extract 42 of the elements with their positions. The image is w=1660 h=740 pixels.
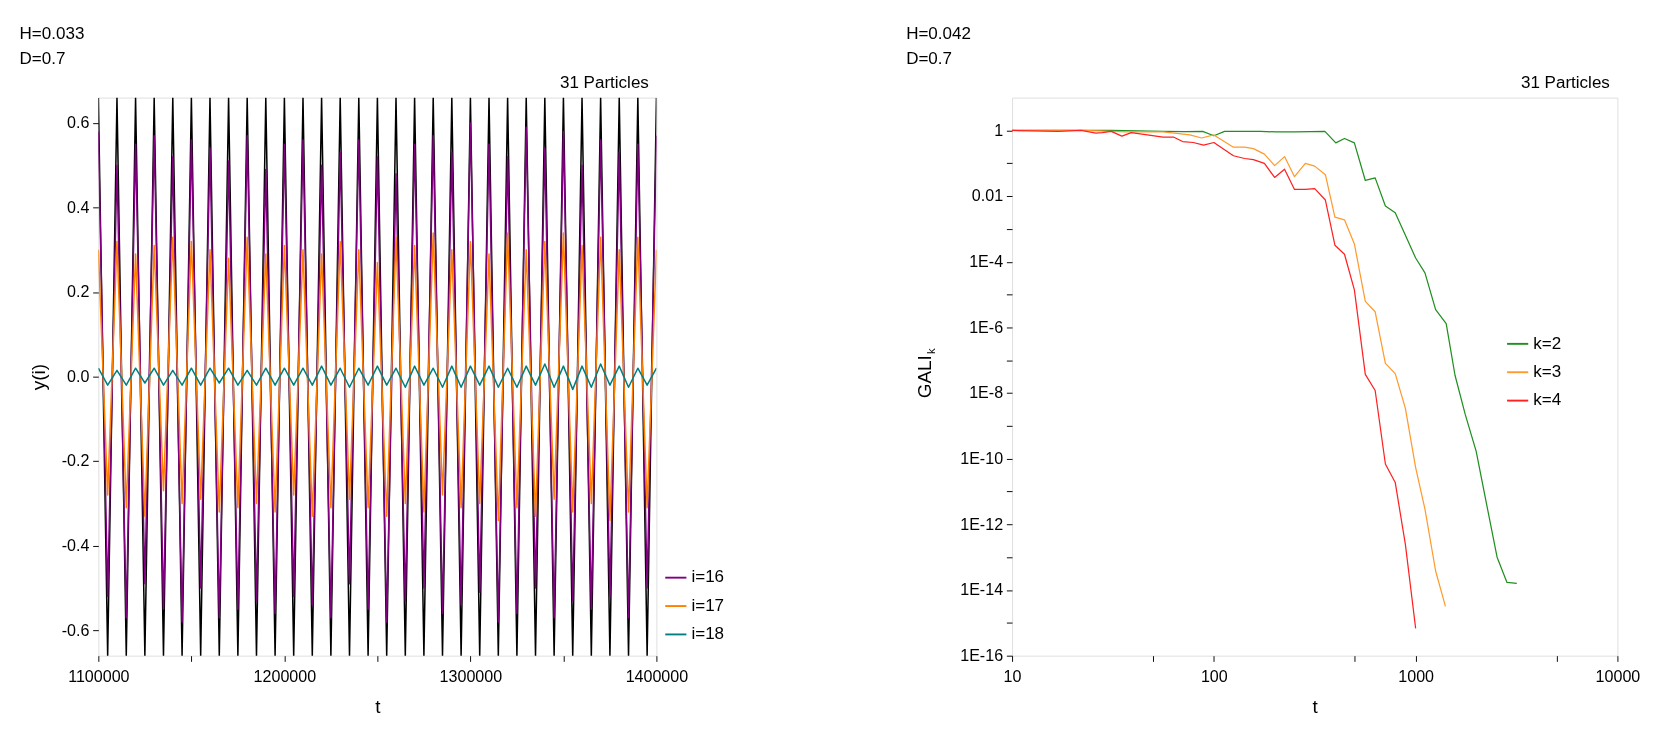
- y-tick-label: 1E-4: [969, 251, 1004, 270]
- line-series: [98, 232, 657, 522]
- y-tick-label: -0.2: [61, 451, 90, 470]
- x-tick-label: 10: [1003, 666, 1022, 685]
- x-tick-label: 1200000: [253, 666, 317, 685]
- y-tick-label: 1E-8: [969, 383, 1004, 402]
- y-tick-label: 0.0: [67, 366, 90, 385]
- x-tick-label: 10000: [1595, 666, 1641, 685]
- x-tick-label: 1300000: [439, 666, 503, 685]
- legend-label: i=16: [691, 567, 725, 587]
- line-series: [98, 363, 657, 391]
- y-tick-label: 1E-6: [969, 317, 1004, 336]
- x-axis-title: t: [1312, 695, 1319, 717]
- y-tick-label: -0.6: [61, 620, 90, 639]
- y-tick-label: -0.4: [61, 535, 90, 554]
- y-tick-label: 0.01: [971, 186, 1004, 205]
- chart-title: H=0.042: [906, 24, 971, 43]
- legend-label: k=3: [1533, 361, 1562, 381]
- y-axis-title: GALIk: [913, 347, 937, 399]
- x-tick-label: 1400000: [625, 666, 689, 685]
- chart-title: H=0.033: [19, 24, 85, 43]
- chart-subtitle: D=0.7: [19, 48, 66, 68]
- y-tick-label: 0.6: [67, 113, 90, 132]
- y-axis-title: y(i): [27, 364, 49, 391]
- y-tick-label: 0.4: [67, 197, 90, 216]
- legend-label: i=17: [691, 595, 725, 615]
- y-tick-label: 1E-12: [960, 514, 1004, 533]
- legend-label: k=2: [1533, 333, 1562, 353]
- legend-label: k=4: [1533, 390, 1562, 410]
- y-tick-label: 1E-14: [960, 580, 1004, 599]
- y-tick-label: 1E-16: [960, 645, 1004, 664]
- y-tick-label: 1E-10: [960, 448, 1004, 467]
- y-tick-label: 0.2: [67, 282, 90, 301]
- x-tick-label: 1000: [1398, 666, 1435, 685]
- y-tick-label: 1: [994, 120, 1004, 139]
- chart-subtitle: D=0.7: [906, 48, 953, 68]
- x-tick-label: 100: [1200, 666, 1228, 685]
- x-tick-label: 1100000: [68, 666, 130, 685]
- text: 31 Particles: [1520, 73, 1610, 93]
- legend-label: i=18: [691, 624, 725, 644]
- x-axis-title: t: [375, 695, 382, 717]
- text: 31 Particles: [559, 73, 649, 93]
